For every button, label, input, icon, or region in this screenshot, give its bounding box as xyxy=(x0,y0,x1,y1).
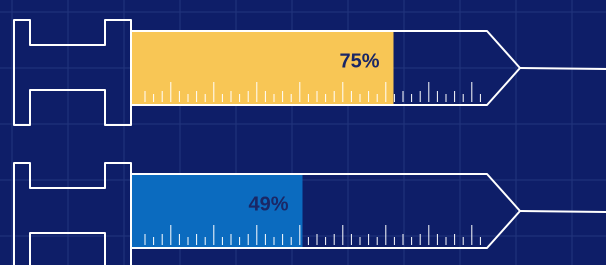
needle xyxy=(520,211,606,212)
syringes: 75% 49% xyxy=(14,20,606,265)
needle xyxy=(520,68,606,69)
value-label: 49% xyxy=(248,193,288,215)
plunger xyxy=(14,20,131,125)
value-label: 75% xyxy=(339,50,379,72)
page: 75%49% (() => { const data = JSON.parse(… xyxy=(0,0,606,265)
plunger xyxy=(14,163,131,265)
chart: 75% 49% xyxy=(0,0,606,265)
